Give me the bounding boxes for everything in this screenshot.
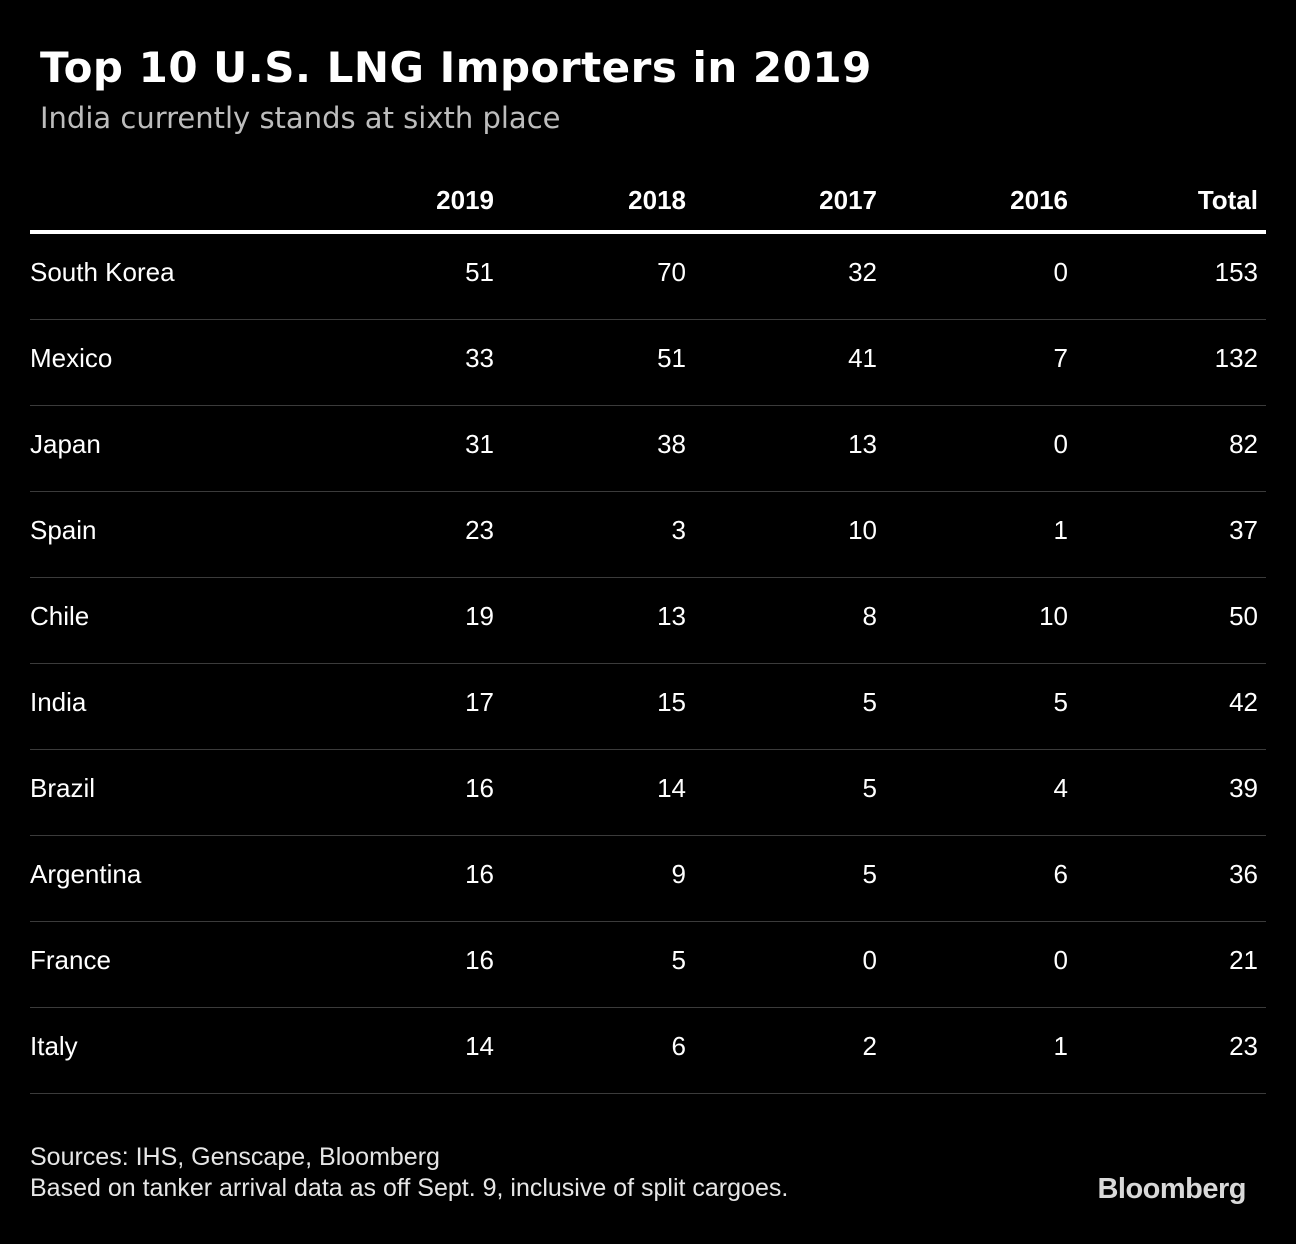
cell-total: 50 [1229,601,1258,631]
cell-total: 153 [1214,257,1258,287]
cell-2017: 5 [862,859,877,889]
cell-2019: 17 [465,687,494,717]
table-row: Japan 31 38 13 0 82 [30,406,1266,492]
cell-2018: 13 [657,601,686,631]
cell-2018: 15 [657,687,686,717]
cell-2017: 10 [848,515,877,545]
cell-2016: 6 [1053,859,1068,889]
chart-subtitle: India currently stands at sixth place [40,101,561,135]
column-header-total: Total [1197,185,1258,215]
cell-total: 23 [1229,1031,1258,1061]
country-name: South Korea [30,257,175,287]
cell-2018: 5 [671,945,686,975]
country-name: Mexico [30,343,113,373]
table-row: South Korea 51 70 32 0 153 [30,234,1266,320]
cell-2019: 16 [465,773,494,803]
cell-2018: 51 [657,343,686,373]
column-header-2016: 2016 [1010,185,1068,215]
country-name: Japan [30,429,101,459]
cell-2019: 16 [465,945,494,975]
cell-total: 36 [1229,859,1258,889]
table-row: India 17 15 5 5 42 [30,664,1266,750]
cell-2017: 32 [848,257,877,287]
cell-2016: 0 [1053,257,1068,287]
cell-2016: 4 [1053,773,1068,803]
table-row: France 16 5 0 0 21 [30,922,1266,1008]
cell-2017: 13 [848,429,877,459]
cell-2019: 51 [465,257,494,287]
cell-2018: 14 [657,773,686,803]
cell-2017: 5 [862,687,877,717]
cell-2019: 23 [465,515,494,545]
cell-2019: 31 [465,429,494,459]
cell-2017: 5 [862,773,877,803]
cell-2017: 2 [862,1031,877,1061]
table-row: Brazil 16 14 5 4 39 [30,750,1266,836]
cell-total: 21 [1229,945,1258,975]
cell-total: 39 [1229,773,1258,803]
cell-2018: 6 [671,1031,686,1061]
table-row: Italy 14 6 2 1 23 [30,1008,1266,1094]
cell-2019: 16 [465,859,494,889]
sources-note: Sources: IHS, Genscape, Bloomberg [30,1143,440,1171]
cell-2016: 0 [1053,945,1068,975]
country-name: India [30,687,87,717]
column-header-2018: 2018 [628,185,686,215]
bloomberg-logo: Bloomberg [1097,1173,1246,1205]
table-row: Spain 23 3 10 1 37 [30,492,1266,578]
cell-2018: 38 [657,429,686,459]
cell-2016: 1 [1053,515,1068,545]
cell-2019: 19 [465,601,494,631]
country-name: Spain [30,515,97,545]
cell-2018: 70 [657,257,686,287]
table-body: South Korea 51 70 32 0 153 Mexico 33 51 41 7 132 Jap… [30,234,1266,1094]
cell-2019: 33 [465,343,494,373]
cell-total: 82 [1229,429,1258,459]
cell-2017: 41 [848,343,877,373]
column-header-2019: 2019 [436,185,494,215]
country-name: France [30,945,111,975]
cell-2016: 1 [1053,1031,1068,1061]
country-name: Italy [30,1031,78,1061]
column-header-2017: 2017 [819,185,877,215]
chart-title: Top 10 U.S. LNG Importers in 2019 [40,43,872,92]
cell-2016: 10 [1039,601,1068,631]
table-row: Chile 19 13 8 10 50 [30,578,1266,664]
country-name: Argentina [30,859,142,889]
table-row: Argentina 16 9 5 6 36 [30,836,1266,922]
cell-2016: 5 [1053,687,1068,717]
country-name: Chile [30,601,90,631]
cell-2016: 7 [1053,343,1068,373]
cell-2019: 14 [465,1031,494,1061]
data-note: Based on tanker arrival data as off Sept… [30,1174,789,1202]
country-name: Brazil [30,773,96,803]
footer: Sources: IHS, Genscape, Bloomberg Based … [30,1142,788,1204]
cell-2016: 0 [1053,429,1068,459]
cell-2018: 3 [671,515,686,545]
cell-total: 37 [1229,515,1258,545]
cell-2018: 9 [671,859,686,889]
importers-table: 2019 2018 2017 2016 Total South Korea 51 7… [30,166,1266,1094]
table-header: 2019 2018 2017 2016 Total [30,166,1266,234]
cell-2017: 0 [862,945,877,975]
cell-total: 132 [1214,343,1258,373]
cell-2017: 8 [862,601,877,631]
cell-total: 42 [1229,687,1258,717]
table-row: Mexico 33 51 41 7 132 [30,320,1266,406]
